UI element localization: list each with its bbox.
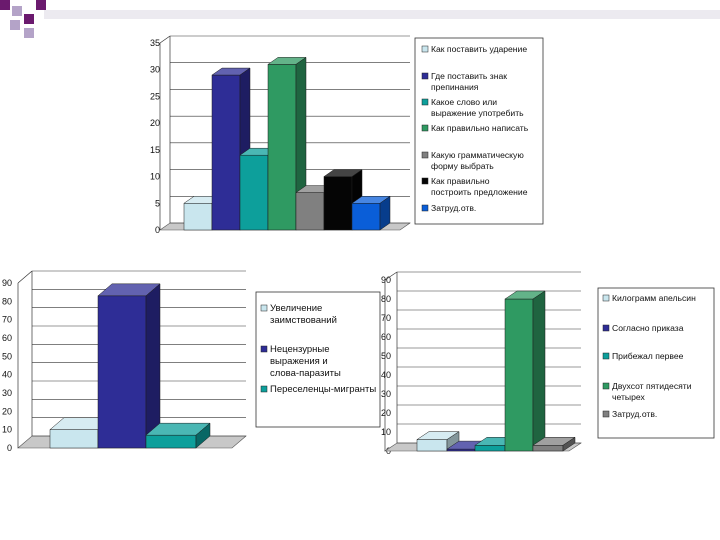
grid-lines bbox=[384, 271, 582, 452]
bars bbox=[49, 283, 211, 449]
legend-entry: Как правильно построить предложение bbox=[431, 176, 528, 197]
y-tick-label: 90 bbox=[2, 278, 12, 288]
legend-swatch bbox=[421, 45, 429, 53]
legend-entry: Затруд.отв. bbox=[431, 203, 476, 213]
bar-front bbox=[351, 203, 381, 231]
bar-front bbox=[323, 176, 353, 231]
legend-entry: Увеличение заимствований bbox=[270, 303, 337, 326]
y-tick-label: 80 bbox=[381, 294, 391, 304]
y-axis-ticks: 0 10 20 30 40 50 60 70 80 90 bbox=[2, 278, 12, 453]
legend-swatch bbox=[421, 72, 429, 80]
y-tick-label: 50 bbox=[2, 351, 12, 361]
legend-entry: Переселенцы-мигранты bbox=[270, 384, 376, 395]
bar-front bbox=[446, 448, 476, 452]
legend-swatch bbox=[260, 385, 268, 393]
y-tick-label: 50 bbox=[381, 351, 391, 361]
legend-entry: Как поставить ударение bbox=[431, 44, 527, 54]
legend-swatch bbox=[260, 304, 268, 312]
bar-front bbox=[295, 192, 325, 231]
axis-top-edge bbox=[384, 271, 398, 281]
legend-entry: Как правильно написать bbox=[431, 123, 529, 133]
y-tick-label: 5 bbox=[155, 198, 160, 208]
y-tick-label: 40 bbox=[381, 370, 391, 380]
y-tick-label: 20 bbox=[150, 118, 160, 128]
bar-side bbox=[195, 422, 211, 449]
y-tick-label: 60 bbox=[381, 332, 391, 342]
legend-swatch bbox=[602, 410, 610, 418]
deco-square bbox=[12, 6, 22, 16]
legend: Увеличение заимствований Нецензурные выраже… bbox=[260, 303, 376, 395]
y-tick-label: 30 bbox=[2, 388, 12, 398]
legend-swatch bbox=[421, 204, 429, 212]
y-tick-label: 40 bbox=[2, 370, 12, 380]
y-tick-label: 25 bbox=[150, 91, 160, 101]
legend: Как поставить ударение Где поставить знак… bbox=[421, 44, 529, 213]
legend-swatch bbox=[421, 177, 429, 185]
y-tick-label: 10 bbox=[2, 425, 12, 435]
bar-side bbox=[532, 290, 546, 452]
legend-entry: Какую грамматическую форму выбрать bbox=[431, 150, 524, 171]
y-tick-label: 15 bbox=[150, 145, 160, 155]
bar-front bbox=[474, 445, 506, 452]
legend-swatch bbox=[602, 324, 610, 332]
bars bbox=[183, 56, 391, 231]
bar-side bbox=[562, 436, 576, 452]
y-tick-label: 80 bbox=[2, 296, 12, 306]
legend-entry: Согласно приказа bbox=[612, 323, 684, 333]
legend-entry: Двухсот пятидесяти четырех bbox=[612, 381, 692, 402]
y-tick-label: 0 bbox=[7, 443, 12, 453]
deco-square bbox=[24, 14, 34, 24]
y-tick-label: 10 bbox=[150, 172, 160, 182]
y-tick-label: 35 bbox=[150, 38, 160, 48]
bar-front bbox=[416, 439, 448, 452]
legend: Килограмм апельсин Согласно приказа Прибеж… bbox=[602, 293, 696, 419]
legend-swatch bbox=[421, 98, 429, 106]
deco-square bbox=[24, 28, 34, 38]
y-tick-label: 30 bbox=[150, 65, 160, 75]
deco-square bbox=[10, 20, 20, 30]
y-tick-label: 0 bbox=[155, 225, 160, 235]
y-tick-label: 10 bbox=[381, 427, 391, 437]
bar-front bbox=[267, 64, 297, 231]
legend-swatch bbox=[602, 382, 610, 390]
axis-top-edge bbox=[159, 35, 171, 44]
y-tick-label: 30 bbox=[381, 389, 391, 399]
legend-box bbox=[597, 287, 715, 439]
bar-front bbox=[532, 445, 564, 452]
legend-entry: Прибежал первее bbox=[612, 351, 684, 361]
legend-entry: Нецензурные выражения и слова-паразиты bbox=[270, 344, 341, 379]
deco-square bbox=[0, 0, 10, 10]
legend-entry: Килограмм апельсин bbox=[612, 293, 696, 303]
bar-side bbox=[379, 195, 391, 231]
legend-swatch bbox=[260, 345, 268, 353]
y-tick-label: 60 bbox=[2, 333, 12, 343]
bar-front bbox=[504, 298, 534, 452]
y-tick-label: 20 bbox=[381, 408, 391, 418]
bar-front bbox=[183, 203, 213, 231]
y-tick-label: 70 bbox=[381, 313, 391, 323]
y-axis-ticks: 0 5 10 15 20 25 30 35 bbox=[150, 38, 160, 235]
legend-box bbox=[255, 291, 381, 428]
deco-top-bar bbox=[44, 10, 720, 19]
deco-square bbox=[36, 0, 46, 10]
legend-box bbox=[414, 37, 544, 225]
y-tick-label: 90 bbox=[381, 275, 391, 285]
axis-top-edge bbox=[17, 270, 33, 284]
y-tick-label: 20 bbox=[2, 406, 12, 416]
legend-swatch bbox=[602, 294, 610, 302]
bars bbox=[416, 290, 576, 452]
legend-entry: Где поставить знак препинания bbox=[431, 71, 507, 92]
y-tick-label: 70 bbox=[2, 315, 12, 325]
legend-entry: Затруд.отв. bbox=[612, 409, 657, 419]
legend-swatch bbox=[602, 352, 610, 360]
legend-entry: Какое слово или выражение употребить bbox=[431, 97, 524, 118]
legend-swatch bbox=[421, 124, 429, 132]
legend-swatch bbox=[421, 151, 429, 159]
